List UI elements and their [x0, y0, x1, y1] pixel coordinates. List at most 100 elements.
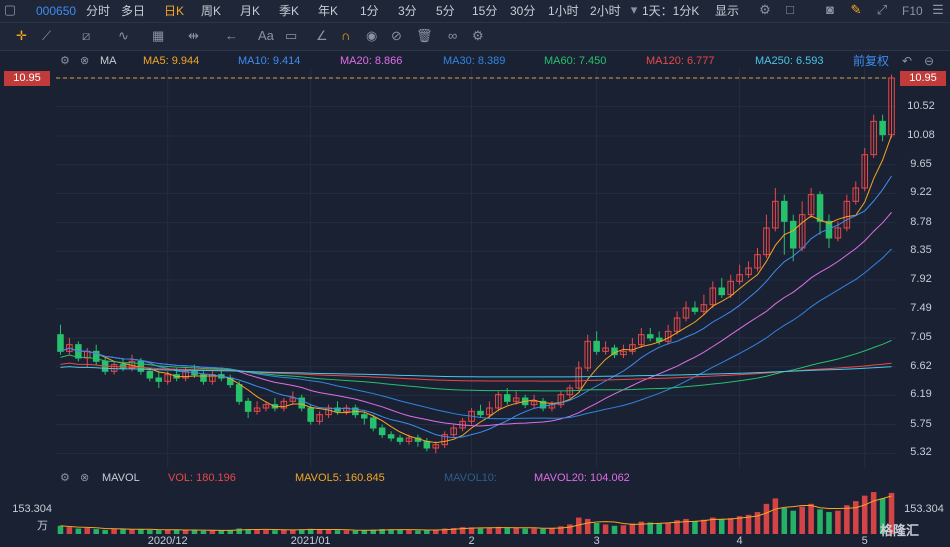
hide-icon[interactable]: ⊘ [391, 28, 402, 43]
tab-daily-k[interactable]: 日K [164, 4, 185, 18]
volume-bar [674, 520, 680, 534]
tab-yearly-k[interactable]: 年K [318, 4, 339, 18]
ma5-line [60, 135, 893, 444]
volume-bar [343, 530, 350, 534]
volume-bar [361, 530, 368, 534]
tab-1hour[interactable]: 1小时 [548, 4, 579, 18]
volume-bar [182, 530, 189, 534]
volume-bar [531, 528, 537, 534]
volume-bar [683, 518, 689, 534]
checkbox-icon[interactable]: □ [786, 2, 794, 17]
ma-label: MA [100, 55, 117, 67]
price-tick-label: 5.32 [910, 446, 932, 459]
candle-body [709, 287, 717, 306]
volume-bar [870, 492, 877, 534]
ma60-line [60, 339, 892, 392]
range-select[interactable]: 1天：1分K [642, 4, 700, 18]
gear-icon[interactable]: ⚙ [759, 2, 771, 17]
volume-bar [281, 529, 287, 534]
chevron-down-icon[interactable]: ▾ [630, 2, 638, 17]
volume-bar [701, 519, 707, 534]
volume-bar [93, 529, 99, 534]
pencil-icon[interactable]: ✎ [850, 2, 862, 17]
stock-code[interactable]: 000650 [36, 4, 77, 18]
volume-bar [397, 529, 403, 534]
volume-bar [173, 529, 180, 534]
gear-icon[interactable]: ⚙ [60, 55, 70, 67]
low-annotation: 5.32 [446, 466, 467, 468]
tab-2hour[interactable]: 2小时 [590, 4, 621, 18]
volume-bar [790, 510, 797, 534]
close-icon[interactable]: ⊗ [80, 472, 90, 484]
volume-bar [450, 527, 457, 534]
volume-bar [370, 529, 377, 534]
tab-weekly-k[interactable]: 周K [201, 4, 222, 18]
volume-bar [200, 530, 207, 534]
price-tick-label: 7.92 [910, 273, 932, 285]
time-tick-label: 2020/12 [147, 535, 188, 547]
adjust-button[interactable]: 前复权 [853, 54, 890, 68]
tab-monthly-k[interactable]: 月K [240, 4, 261, 18]
wave-tool-icon[interactable]: ∿ [118, 28, 129, 43]
tab-timeshare[interactable]: 分时 [86, 4, 111, 18]
trash-icon[interactable]: 🗑 [416, 28, 433, 43]
tab-5min[interactable]: 5分 [436, 4, 455, 18]
candle-body [244, 400, 252, 412]
camera-icon[interactable]: ◙ [826, 2, 834, 17]
volume-bar [66, 527, 73, 534]
line-tool-icon[interactable]: ⟋ [42, 28, 52, 43]
time-tick-label: 5 [861, 535, 868, 547]
volume-bar [853, 501, 859, 534]
move-tool-icon[interactable]: ✛ [16, 28, 27, 43]
arrow-tool-icon[interactable]: ← [225, 28, 238, 43]
volume-bar [227, 529, 234, 534]
candle-body [736, 274, 743, 282]
volume-chart[interactable] [56, 488, 896, 534]
close-icon[interactable]: ⊗ [80, 55, 90, 67]
display-select[interactable]: 显示 [715, 4, 740, 18]
menu-icon[interactable]: ☰ [932, 2, 944, 17]
volume-bar [138, 529, 144, 534]
candle-body [235, 384, 243, 402]
volume-bar [495, 526, 502, 534]
tab-quarterly-k[interactable]: 季K [279, 4, 300, 18]
grid-tool-icon[interactable]: ▦ [152, 28, 165, 43]
close-panel-icon[interactable]: ⊖ [924, 54, 935, 68]
candle-body [673, 317, 681, 332]
volume-bar [629, 523, 636, 534]
measure-tool-icon[interactable]: ⇹ [188, 28, 199, 43]
tab-30min[interactable]: 30分 [510, 4, 536, 18]
fullscreen-icon[interactable]: ⤢ [876, 2, 888, 17]
candle-body [387, 434, 395, 439]
window-icon[interactable]: ▢ [3, 2, 17, 17]
volume-bar [218, 530, 225, 534]
settings-icon[interactable]: ⚙ [472, 28, 484, 43]
tab-3min[interactable]: 3分 [398, 4, 417, 18]
gear-icon[interactable]: ⚙ [60, 472, 70, 484]
magnet-icon[interactable]: ∩ [341, 28, 351, 43]
eye-icon[interactable]: ◉ [366, 28, 378, 43]
ruler-tool-icon[interactable]: ∠ [316, 28, 328, 43]
volume-bar [861, 495, 868, 534]
channel-tool-icon[interactable]: ⧄ [82, 28, 91, 43]
ma-legend: ⚙ ⊗ MA MA5: 9.944 MA10: 9.414 MA20: 8.86… [0, 53, 895, 69]
candlestick-chart[interactable]: 11.00 5.32 [56, 68, 896, 468]
undo-icon[interactable]: ↶ [902, 54, 913, 68]
volume-bar [290, 529, 296, 534]
candle-body [164, 374, 171, 382]
volume-bar [388, 529, 394, 534]
volume-bar [745, 514, 752, 534]
tab-multiday[interactable]: 多日 [121, 4, 146, 18]
candle-body [378, 427, 386, 436]
link-icon[interactable]: ∞ [448, 28, 458, 43]
candle-body [441, 434, 448, 446]
ma120-line [60, 362, 892, 382]
text-tool-icon[interactable]: Aa [258, 28, 274, 43]
f10-button[interactable]: F10 [902, 4, 923, 18]
candle-body [861, 154, 868, 189]
candle-body [119, 364, 127, 369]
tab-15min[interactable]: 15分 [472, 4, 498, 18]
comment-tool-icon[interactable]: ▭ [285, 28, 298, 43]
candle-body [655, 337, 663, 342]
tab-1min[interactable]: 1分 [360, 4, 379, 18]
